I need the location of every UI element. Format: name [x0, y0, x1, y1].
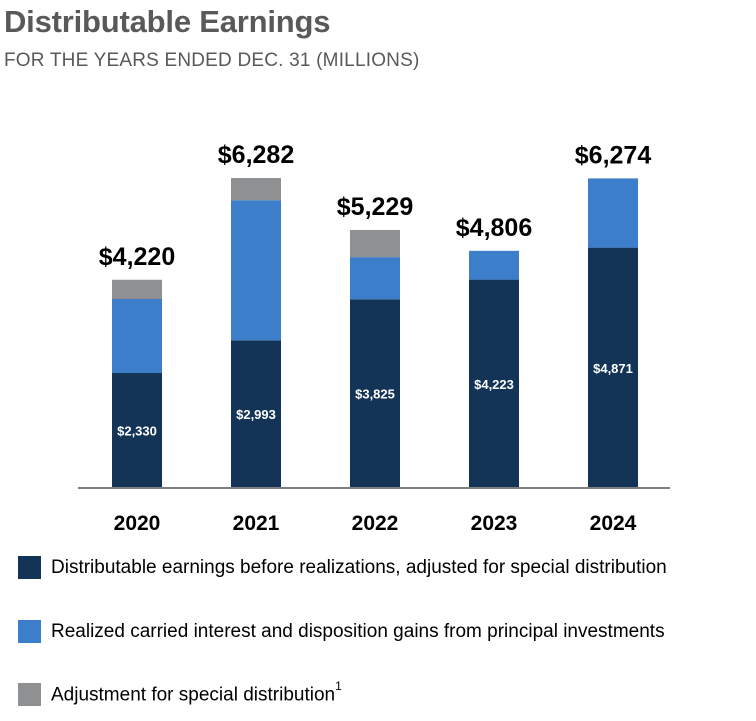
footnote-marker: 1 — [335, 679, 342, 693]
legend-label-adjustment: Adjustment for special distribution1 — [51, 679, 342, 706]
legend-label-realized: Realized carried interest and dispositio… — [51, 620, 665, 642]
bar-value-label-2022: $3,825 — [355, 387, 395, 402]
bar-total-label-2024: $6,274 — [575, 141, 652, 169]
legend-swatch-adjustment — [18, 682, 41, 706]
bar-realized-2022 — [350, 257, 400, 300]
legend-label-adjustment-text: Adjustment for special distribution — [51, 684, 336, 706]
bar-value-label-2020: $2,330 — [117, 424, 157, 439]
legend-label-base: Distributable earnings before realizatio… — [51, 556, 667, 578]
bar-adjustment-2021 — [231, 178, 281, 201]
bar-adjustment-2020 — [112, 279, 162, 299]
bar-total-label-2022: $5,229 — [337, 193, 413, 221]
legend-item-realized: Realized carried interest and dispositio… — [18, 620, 665, 643]
bar-base-2020 — [112, 373, 162, 488]
bar-realized-2020 — [112, 298, 162, 374]
bar-value-label-2024: $4,871 — [593, 361, 633, 376]
legend-swatch-realized — [18, 620, 41, 643]
x-tick-label-2021: 2021 — [233, 512, 280, 535]
bar-base-2021 — [231, 340, 281, 488]
bar-base-2023 — [469, 279, 519, 488]
x-tick-label-2022: 2022 — [352, 512, 399, 535]
bar-base-2022 — [350, 299, 400, 488]
x-tick-label-2024: 2024 — [590, 512, 637, 535]
bar-realized-2023 — [469, 250, 519, 280]
bar-adjustment-2022 — [350, 229, 400, 258]
bar-base-2024 — [588, 247, 638, 488]
bar-total-label-2021: $6,282 — [218, 141, 294, 169]
chart-subtitle: FOR THE YEARS ENDED DEC. 31 (MILLIONS) — [4, 50, 420, 71]
x-tick-label-2020: 2020 — [114, 512, 161, 535]
stacked-bar-chart: $2,330 $4,220 2020 $2,993 $6,282 2021 $3,825 $5… — [78, 141, 670, 535]
x-tick-label-2023: 2023 — [471, 512, 518, 535]
legend-item-base: Distributable earnings before realizatio… — [18, 556, 667, 579]
bar-total-label-2023: $4,806 — [456, 214, 532, 242]
legend-item-adjustment: Adjustment for special distribution1 — [18, 679, 342, 706]
bar-value-label-2021: $2,993 — [236, 407, 276, 422]
bar-realized-2021 — [231, 200, 281, 341]
bar-value-label-2023: $4,223 — [474, 377, 514, 392]
bar-realized-2024 — [588, 178, 638, 248]
legend-swatch-base — [18, 556, 41, 579]
bar-total-label-2020: $4,220 — [99, 243, 175, 271]
chart-title: Distributable Earnings — [4, 4, 331, 39]
